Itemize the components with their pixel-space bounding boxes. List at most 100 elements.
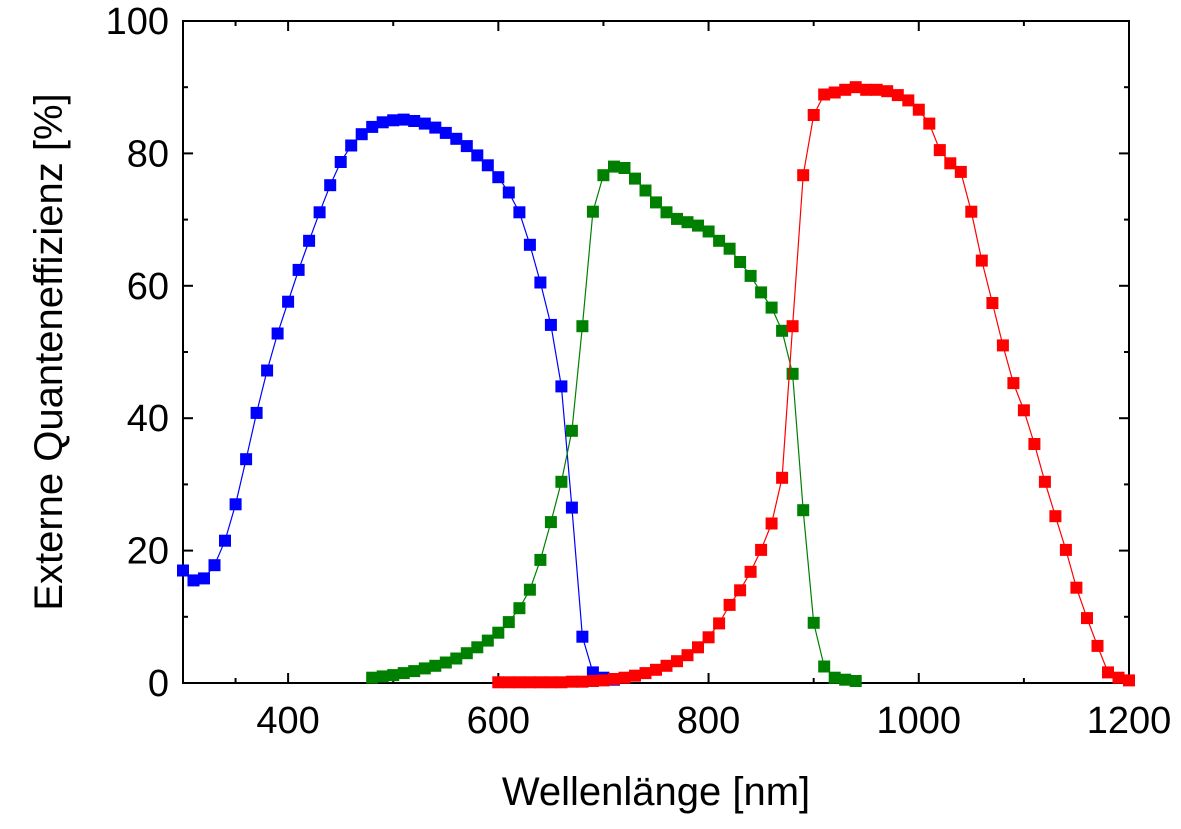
data-point [734,256,747,268]
data-point [450,132,463,145]
data-point [702,225,715,238]
x-tick-label: 600 [467,700,530,742]
data-point [828,86,841,99]
y-tick-label: 80 [127,133,169,175]
data-point [387,669,400,682]
data-point [565,501,578,514]
data-point [618,671,631,684]
data-point [797,169,810,182]
data-point [839,83,852,96]
series-0 [177,113,620,686]
data-point [849,81,862,94]
data-point [313,206,326,219]
data-point [786,367,799,380]
data-point [523,238,536,251]
data-point [334,156,347,168]
data-point [534,676,547,689]
data-point [492,626,505,639]
data-point [891,89,904,102]
data-point [776,324,789,337]
data-point [618,162,631,174]
data-point [366,120,379,133]
data-point [366,671,379,684]
data-point [1091,639,1104,652]
y-tick-label: 60 [127,266,169,308]
data-point [755,286,768,299]
data-point [513,206,526,219]
data-point [429,659,442,672]
data-point [870,83,883,96]
y-tick-label: 0 [148,663,169,705]
data-point [650,663,662,676]
data-point [586,675,599,687]
data-point [828,671,841,684]
data-point [765,301,778,314]
y-axis: 0 20 40 60 80 100 [106,1,1129,705]
data-point [660,659,673,672]
data-point [513,602,526,615]
data-point [576,630,589,643]
data-point [292,263,305,276]
data-point [986,297,999,309]
data-point [965,205,978,218]
data-point [975,254,988,267]
data-point [1007,377,1020,390]
data-point [418,662,431,675]
data-point [629,669,641,682]
data-point [818,660,831,673]
data-point [629,172,641,185]
x-tick-label: 1000 [877,700,962,742]
data-point [818,88,831,101]
data-point [534,553,547,566]
data-point [481,159,494,172]
data-point [671,655,683,668]
data-point [1081,612,1093,625]
data-point [713,617,726,630]
x-axis: 400 600 800 1000 1200 [234,21,1171,742]
data-point [439,126,452,139]
data-point [849,675,862,687]
data-point [492,171,505,184]
data-point [776,471,789,484]
data-point [944,157,957,170]
data-point [681,216,694,229]
data-point [565,675,578,688]
data-point [502,616,515,629]
data-point [1049,510,1062,523]
data-point [881,85,894,98]
y-tick-label: 40 [127,398,169,440]
data-point [586,205,599,218]
data-point [933,144,946,157]
data-point [1070,581,1083,594]
data-point [219,534,231,547]
data-point [250,406,263,419]
data-point [492,676,505,689]
data-point [460,140,473,153]
x-tick-label: 400 [256,700,319,742]
data-point [996,339,1009,352]
series-1 [366,160,862,687]
data-point [597,674,610,687]
data-point [660,206,673,219]
plot-frame [182,20,1130,684]
data-point [408,665,421,678]
x-axis-label: Wellenlänge [nm] [502,770,810,814]
data-point [692,641,704,654]
data-point [755,543,768,556]
data-point [345,139,358,152]
data-point [229,498,242,511]
data-point [460,647,473,660]
data-point [1028,438,1041,450]
y-tick-label: 100 [106,1,169,43]
series-line [498,86,1130,683]
data-point [807,109,820,121]
data-point [786,320,799,333]
data-point [187,574,200,587]
data-point [639,184,652,197]
data-point [271,327,284,340]
data-point [723,598,736,611]
data-point [839,673,852,686]
data-point [555,676,568,689]
data-point [565,424,578,437]
